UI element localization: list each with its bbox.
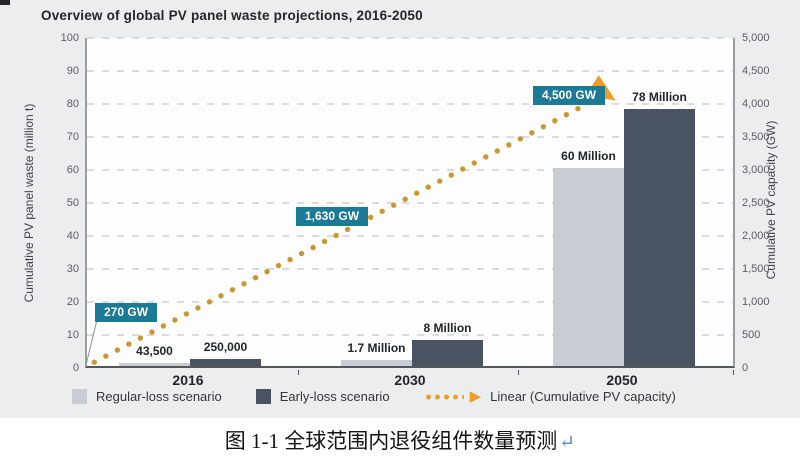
left-axis-tick-label: 80 [66,98,79,110]
right-axis-tick-label: 500 [742,329,761,341]
legend-swatch-icon [72,389,87,404]
right-axis-tick-label: 3,500 [742,131,770,143]
gw-callout: 1,630 GW [296,207,369,226]
right-axis-tick-label: 0 [742,362,749,374]
x-axis-minor-tick [733,370,734,375]
legend-label: Early-loss scenario [279,389,390,404]
right-axis-tick-label: 2,000 [742,230,770,242]
caption-bar: 图 1-1 全球范围内退役组件数量预测 ↵ [0,418,800,461]
left-axis-tick-label: 30 [66,263,79,275]
bar-regular-2016 [119,363,190,366]
gridline [87,103,733,105]
gridline [87,301,733,303]
legend-label: Regular-loss scenario [96,389,222,404]
legend-line-icon [423,393,464,400]
bar-value-label: 60 Million [561,149,616,163]
gridline [87,268,733,270]
bar-value-label: 78 Million [632,90,687,104]
x-axis-minor-tick [298,370,299,375]
gw-callout: 270 GW [95,303,158,322]
left-axis-tick-label: 40 [66,230,79,242]
left-axis-tick-label: 10 [66,329,79,341]
corner-artifact [0,0,10,5]
gridline [87,37,733,39]
caption-text: 图 1-1 全球范围内退役组件数量预测 [224,428,558,453]
plot-area: 43,500 1.7 Million 60 Million 250,000 8 Mill… [85,37,735,368]
gw-callout: 4,500 GW [533,86,606,105]
left-axis-tick-label: 20 [66,296,79,308]
bar-value-label: 250,000 [203,340,248,354]
legend-item: ▶ Linear (Cumulative PV capacity) [423,388,676,405]
gridline [87,334,733,336]
x-tick-label-2030: 2030 [394,372,426,388]
gridline [87,136,733,138]
right-axis-tick-label: 1,000 [742,296,770,308]
right-axis-tick-label: 1,500 [742,263,770,275]
legend-swatch-icon [255,389,271,404]
gridline [87,169,733,171]
right-axis-tick-label: 3,000 [742,164,770,176]
left-axis-tick-label: 60 [66,164,79,176]
bar-value-label: 1.7 Million [347,341,406,355]
bar-value-label: 43,500 [136,344,173,358]
chart-title: Overview of global PV panel waste projec… [41,8,423,23]
legend-arrow-icon: ▶ [469,388,482,405]
chart-legend: Regular-loss scenario Early-loss scenario… [72,389,676,404]
bar-early-2030 [412,340,483,366]
right-axis-tick-label: 4,000 [742,98,770,110]
left-axis-tick-label: 90 [66,65,79,77]
legend-item: Regular-loss scenario [72,389,222,404]
right-axis-tick-label: 4,500 [742,65,770,77]
bar-value-label: 8 Million [423,321,472,335]
x-tick-label-2016: 2016 [172,372,204,388]
chart-figure: Overview of global PV panel waste projec… [0,0,800,418]
left-axis-tick-label: 0 [72,362,79,374]
right-axis-tick-label: 5,000 [742,32,770,44]
bar-early-2016 [190,359,261,366]
bar-regular-2030 [341,360,412,366]
gridline [87,235,733,237]
left-axis-tick-label: 50 [66,197,79,209]
legend-label: Linear (Cumulative PV capacity) [490,389,676,404]
figure-caption: 图 1-1 全球范围内退役组件数量预测 ↵ [225,425,575,455]
x-tick-label-2050: 2050 [606,372,638,388]
x-axis-minor-tick [518,370,519,375]
legend-item: Early-loss scenario [255,389,390,404]
bar-early-2050 [624,109,695,366]
left-axis-tick-label: 100 [60,32,79,44]
pv-capacity-line [87,92,606,368]
bar-regular-2050 [553,168,624,366]
gridline [87,202,733,204]
gridline [87,70,733,72]
right-axis-tick-label: 2,500 [742,197,770,209]
left-axis-tick-label: 70 [66,131,79,143]
return-mark-icon: ↵ [559,431,576,453]
